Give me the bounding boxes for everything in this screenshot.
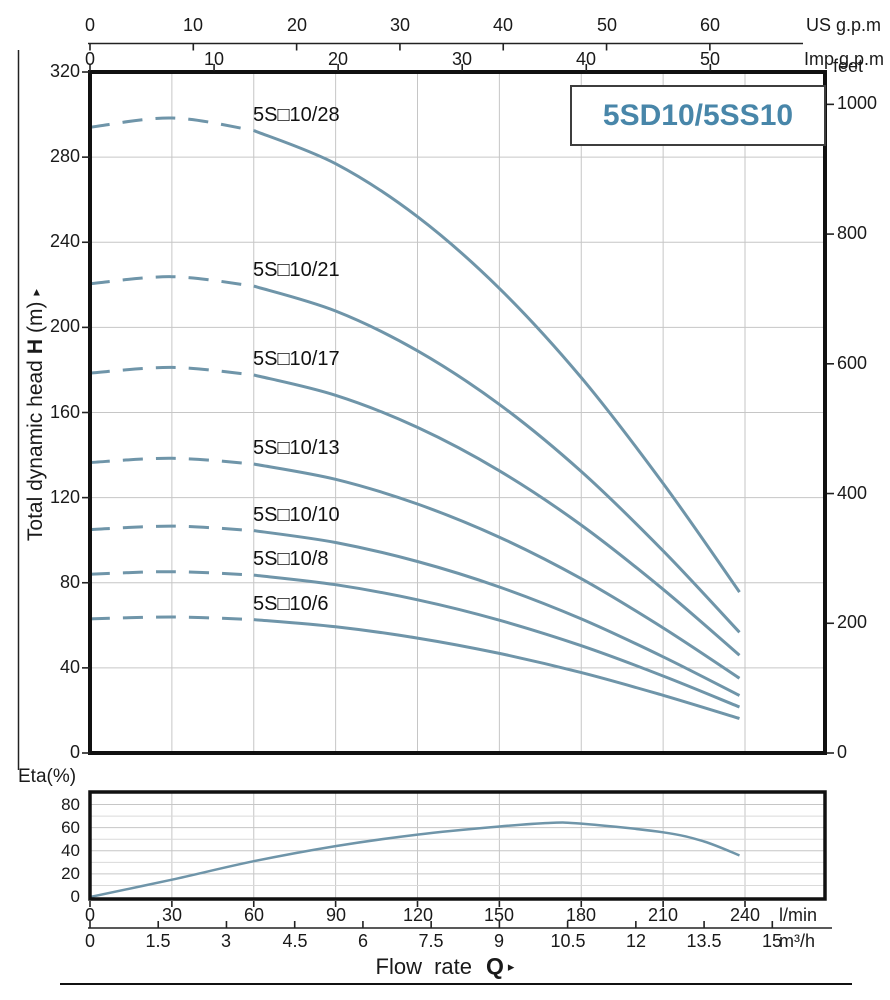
m3h-tick-label: 3	[220, 931, 232, 951]
eta-tick-label: 80	[61, 795, 80, 814]
feet-tick-label: 1000	[837, 93, 878, 113]
pump-curve-10	[253, 529, 741, 697]
head-tick-label: 200	[49, 316, 80, 336]
feet-tick-label: 200	[837, 612, 868, 632]
head-tick-label: 80	[59, 572, 80, 592]
pump-curve-dashed-17	[90, 365, 254, 377]
efficiency-curve	[90, 821, 740, 899]
imp-gpm-unit-label: Imp g.p.m	[804, 49, 885, 69]
us-gpm-tick-label: 60	[699, 15, 721, 35]
right-arrow-icon: ▸	[507, 959, 515, 974]
head-tick-label: 120	[49, 487, 80, 507]
m3h-tick-label: 15	[761, 931, 783, 951]
us-gpm-tick-label: 30	[389, 15, 411, 35]
imp-gpm-tick-label: 50	[699, 49, 721, 69]
m3h-tick-label: 0	[84, 931, 96, 951]
pump-curve-dashed-8	[90, 570, 254, 577]
head-tick-label: 240	[49, 231, 80, 251]
pump-curve-dashed-28	[90, 116, 255, 132]
up-arrow-icon: ▸	[28, 288, 43, 296]
lmin-tick-label: 210	[647, 905, 679, 925]
m3h-unit-label: m³/h	[779, 931, 815, 951]
m3h-tick-label: 4.5	[282, 931, 308, 951]
eta-tick-label: 60	[61, 818, 80, 837]
pump-curve-13	[253, 462, 741, 680]
head-tick-label: 320	[49, 61, 80, 81]
us-gpm-tick-label: 10	[182, 15, 204, 35]
lmin-tick-label: 0	[84, 905, 96, 925]
feet-tick-label: 400	[837, 483, 868, 503]
curve-label-17: 5S□10/17	[253, 348, 340, 370]
feet-tick-label: 600	[837, 353, 868, 373]
lmin-tick-label: 60	[243, 905, 265, 925]
imp-gpm-tick-label: 20	[327, 49, 349, 69]
eta-tick-label: 40	[61, 841, 80, 860]
y-axis-title-symbol: H	[24, 338, 47, 355]
curve-label-10: 5S□10/10	[253, 504, 340, 526]
lmin-tick-label: 90	[325, 905, 347, 925]
us-gpm-tick-label: 40	[492, 15, 514, 35]
pump-curve-6	[253, 618, 740, 720]
eta-tick-label: 20	[61, 864, 80, 883]
m3h-tick-label: 13.5	[686, 931, 722, 951]
lmin-tick-label: 30	[161, 905, 183, 925]
curve-label-6: 5S□10/6	[253, 593, 329, 615]
lmin-tick-label: 240	[729, 905, 761, 925]
imp-gpm-tick-label: 10	[203, 49, 225, 69]
eta-tick-label: 0	[70, 887, 80, 906]
lmin-tick-label: 120	[402, 905, 434, 925]
flow-symbol: Q	[486, 953, 504, 979]
us-gpm-unit-label: US g.p.m	[806, 15, 882, 35]
pump-curve-17	[253, 373, 741, 657]
flow-rate-text: Flow rate	[375, 954, 473, 979]
m3h-tick-label: 7.5	[418, 931, 444, 951]
eta-axis-label: Eta(%)	[18, 766, 77, 787]
feet-tick-label: 0	[837, 742, 848, 762]
head-tick-label: 0	[69, 742, 80, 762]
eta-plot-border	[88, 790, 827, 901]
model-title: 5SD10/5SS10	[602, 98, 794, 132]
imp-gpm-tick-label: 40	[575, 49, 597, 69]
lmin-tick-label: 180	[565, 905, 597, 925]
curve-label-21: 5S□10/21	[253, 259, 340, 281]
y-axis-title-text: Total dynamic head	[24, 360, 47, 542]
us-gpm-tick-label: 50	[596, 15, 618, 35]
imp-gpm-tick-label: 30	[451, 49, 473, 69]
head-tick-label: 280	[49, 146, 80, 166]
lmin-unit-label: l/min	[779, 905, 818, 925]
m3h-tick-label: 1.5	[145, 931, 171, 951]
pump-curve-21	[253, 284, 741, 634]
feet-tick-label: 800	[837, 223, 868, 243]
m3h-tick-label: 12	[625, 931, 647, 951]
head-tick-label: 40	[59, 657, 80, 677]
curve-label-13: 5S□10/13	[253, 437, 340, 459]
pump-curve-28	[253, 129, 741, 593]
curve-label-28: 5S□10/28	[253, 104, 340, 126]
pump-curve-dashed-13	[90, 456, 254, 466]
us-gpm-tick-label: 0	[84, 15, 96, 35]
x-axis-title: Flow rate Q ▸	[295, 953, 595, 980]
us-gpm-tick-label: 20	[286, 15, 308, 35]
curve-label-8: 5S□10/8	[253, 548, 329, 570]
model-title-box: 5SD10/5SS10	[570, 85, 826, 146]
feet-unit-label: feet	[833, 56, 864, 76]
head-tick-label: 160	[49, 402, 80, 422]
m3h-tick-label: 10.5	[550, 931, 586, 951]
pump-curve-8	[253, 573, 741, 709]
m3h-tick-label: 6	[357, 931, 369, 951]
m3h-tick-label: 9	[493, 931, 505, 951]
pump-curve-dashed-21	[90, 275, 254, 288]
imp-gpm-tick-label: 0	[84, 49, 96, 69]
lmin-tick-label: 150	[483, 905, 515, 925]
pump-curve-dashed-10	[90, 524, 254, 533]
pump-curve-dashed-6	[90, 615, 254, 622]
